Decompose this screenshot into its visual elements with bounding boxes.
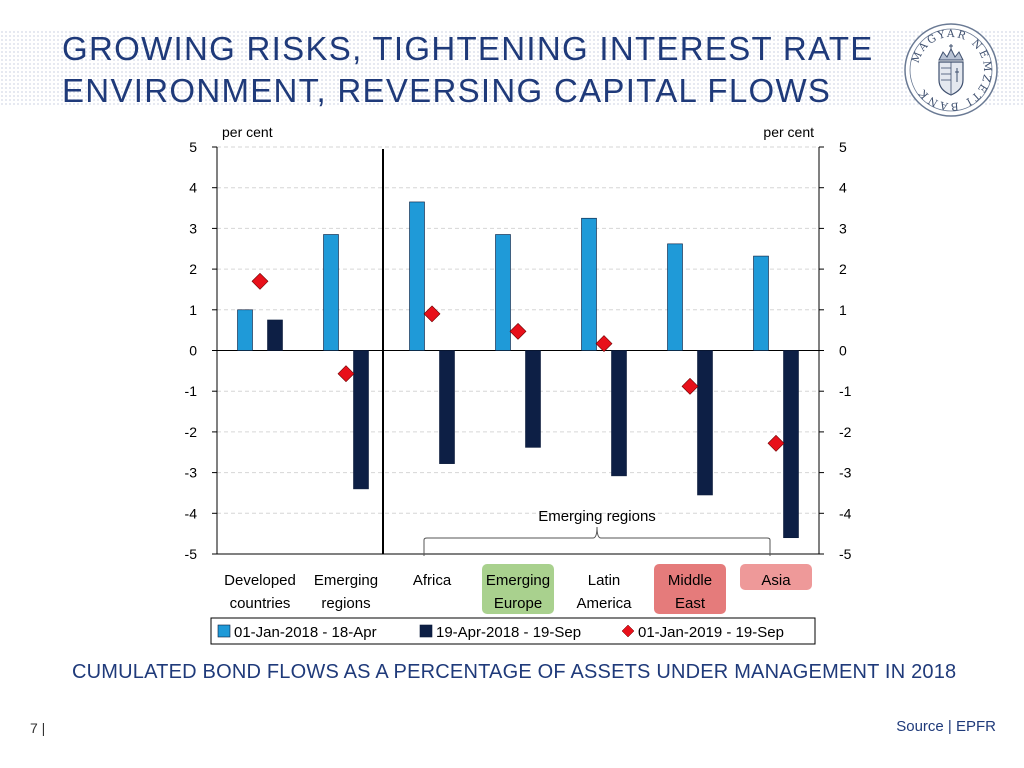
title-line-1: GROWING RISKS, TIGHTENING INTEREST RATE (62, 30, 874, 67)
bar (581, 217, 597, 351)
y-tick-label-right: 5 (839, 139, 847, 155)
y-tick-label-right: -1 (839, 383, 852, 399)
bar (267, 319, 283, 351)
bar (783, 350, 799, 539)
legend: 01-Jan-2018 - 18-Apr 19-Apr-2018 - 19-Sep… (210, 617, 816, 645)
page-number: 7 | (30, 720, 46, 736)
legend-swatch (419, 624, 433, 638)
category-highlight (740, 564, 812, 590)
legend-box (210, 617, 816, 645)
bar (697, 350, 713, 496)
axes (216, 147, 820, 555)
y-tick-label-right: 0 (839, 343, 847, 359)
y-axis-right: 5 4 3 2 1 0 -1 -2 -3 -4 -5 (819, 139, 852, 562)
gridlines (217, 146, 819, 514)
brace-label: Emerging regions (538, 508, 656, 525)
category-label-line: countries (230, 595, 291, 612)
bar (753, 255, 769, 351)
y-tick-label-left: 0 (189, 343, 197, 359)
category-label: Emerging Europe (482, 564, 554, 614)
y-tick-label-left: -3 (185, 465, 198, 481)
y-tick-label-left: 1 (189, 302, 197, 318)
category-highlight (654, 564, 726, 614)
diamond-marker (595, 335, 613, 353)
category-label: Developed countries (224, 572, 296, 612)
category-label-line: Latin (588, 572, 621, 589)
bar (323, 234, 339, 351)
source-note: Source | EPFR (896, 718, 996, 735)
diamond-marker (509, 322, 527, 340)
y-tick-label-left: -1 (185, 383, 198, 399)
diamond-marker (767, 434, 785, 452)
y-tick-label-left: -2 (185, 424, 198, 440)
category-label-line: Developed (224, 572, 296, 589)
bar (353, 350, 369, 490)
category-label-line: Europe (494, 595, 542, 612)
category-label: Latin America (576, 572, 632, 612)
y-tick-label-right: 3 (839, 220, 847, 236)
bar (439, 350, 455, 464)
mnb-logo: MAGYAR NEMZETI BANK (904, 23, 998, 117)
title-line-2: ENVIRONMENT, REVERSING CAPITAL FLOWS (62, 72, 832, 109)
category-label-line: Middle (668, 572, 712, 589)
page-title: GROWING RISKS, TIGHTENING INTEREST RATE … (62, 28, 874, 112)
y-tick-label-left: 4 (189, 180, 197, 196)
bar (525, 350, 541, 448)
category-highlight (482, 564, 554, 614)
category-label: Asia (740, 564, 812, 590)
bars (237, 201, 799, 539)
diamond-marker (423, 305, 441, 323)
legend-swatch (621, 624, 635, 638)
bar (495, 234, 511, 351)
diamond-marker (681, 377, 699, 395)
y-tick-label-left: -4 (185, 505, 198, 521)
category-label-line: Emerging (314, 572, 378, 589)
legend-label: 01-Jan-2018 - 18-Apr (234, 624, 377, 641)
category-label-line: East (675, 595, 706, 612)
y-tick-label-left: 5 (189, 139, 197, 155)
y-tick-label-right: -4 (839, 505, 852, 521)
category-label: Africa (413, 572, 452, 589)
legend-label: 19-Apr-2018 - 19-Sep (436, 624, 581, 641)
y-tick-label-right: 1 (839, 302, 847, 318)
category-label-line: Asia (761, 572, 791, 589)
markers (251, 272, 785, 452)
emerging-regions-brace: Emerging regions (423, 508, 771, 556)
bond-flows-chart: 5 4 3 2 1 0 -1 -2 -3 -4 -5 5 4 3 2 1 0 -1 -2 -3 -4 -5 per ce… (185, 124, 852, 645)
category-label-line: Africa (413, 572, 452, 589)
legend-swatch (217, 624, 231, 638)
y-tick-label-right: -3 (839, 465, 852, 481)
y-tick-label-right: -5 (839, 546, 852, 562)
legend-label: 01-Jan-2019 - 19-Sep (638, 624, 784, 641)
chart-caption: CUMULATED BOND FLOWS AS A PERCENTAGE OF … (72, 661, 957, 683)
y-axis-left: 5 4 3 2 1 0 -1 -2 -3 -4 -5 (185, 139, 217, 562)
category-label: Middle East (654, 564, 726, 614)
y-tick-label-right: -2 (839, 424, 852, 440)
bar (667, 243, 683, 351)
diamond-marker (337, 365, 355, 383)
x-axis-categories: Developed countries Emerging regions Africa E… (224, 564, 812, 614)
y-axis-left-unit: per cent (222, 124, 273, 140)
y-axis-right-unit: per cent (763, 124, 814, 140)
category-label: Emerging regions (314, 572, 378, 612)
y-tick-label-left: 2 (189, 261, 197, 277)
diamond-marker (251, 272, 269, 290)
category-label-line: regions (321, 595, 370, 612)
y-tick-label-left: 3 (189, 220, 197, 236)
coat-of-arms-icon (938, 44, 964, 96)
bar (611, 350, 627, 477)
y-tick-label-right: 4 (839, 180, 847, 196)
brace-path (423, 526, 771, 556)
category-label-line: Emerging (486, 572, 550, 589)
y-tick-label-right: 2 (839, 261, 847, 277)
category-label-line: America (576, 595, 632, 612)
bar (237, 309, 253, 351)
title-band (0, 30, 1024, 106)
bar (409, 201, 425, 351)
y-tick-label-left: -5 (185, 546, 198, 562)
